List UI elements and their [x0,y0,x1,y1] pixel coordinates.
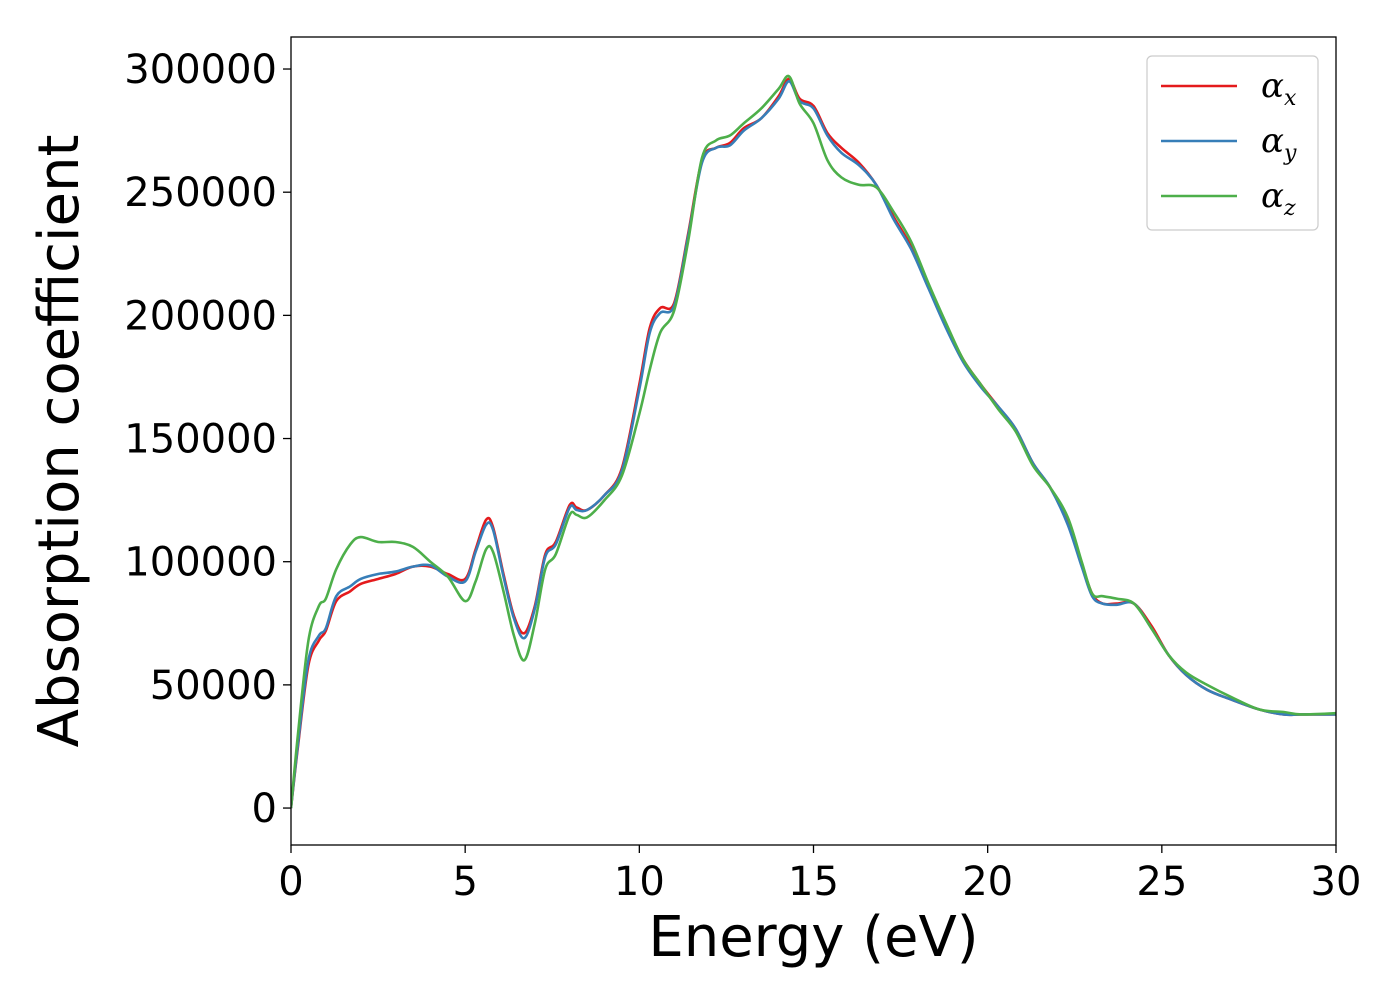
x-axis-label: Energy (eV) [648,905,978,970]
series-layer [291,74,1336,809]
series-line-z [291,74,1336,809]
y-tick-label: 150000 [124,417,277,463]
x-axis-ticks: 0 5 10 15 20 25 30 [278,845,1361,905]
y-axis-label: Absorption coefficient [27,135,92,748]
y-tick-label: 100000 [124,540,277,586]
x-tick-label: 10 [614,859,665,905]
x-tick-label: 30 [1311,859,1362,905]
y-tick-label: 300000 [124,47,277,93]
x-tick-label: 15 [788,859,839,905]
x-tick-label: 25 [1136,859,1187,905]
y-tick-label: 0 [252,786,277,832]
legend-box [1146,55,1319,231]
y-tick-label: 50000 [150,663,277,709]
series-line-y [291,80,1336,809]
legend-label-z: αz [1261,176,1296,221]
x-tick-label: 5 [452,859,477,905]
y-tick-label: 250000 [124,170,277,216]
y-axis-ticks: 0 50000 100000 150000 200000 250000 300000 [124,47,291,832]
y-tick-label: 200000 [124,293,277,339]
x-tick-label: 20 [962,859,1013,905]
x-tick-label: 0 [278,859,303,905]
